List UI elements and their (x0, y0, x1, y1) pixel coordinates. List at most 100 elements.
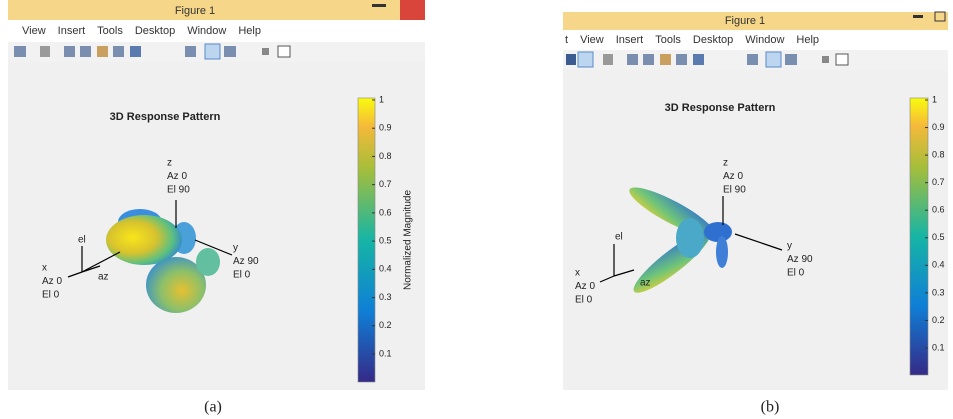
icon[interactable] (566, 54, 576, 65)
icon[interactable] (836, 54, 848, 65)
window-title: Figure 1 (725, 15, 765, 27)
colorbar-tick-label: 0.5 (379, 235, 392, 245)
colorbar-tick-label: 0.2 (379, 320, 392, 330)
icon[interactable] (224, 46, 236, 57)
lobe (676, 218, 704, 258)
menu-item[interactable]: Insert (58, 25, 86, 37)
icon[interactable] (64, 46, 75, 57)
screenshot: Figure 1 View Insert Tools Desktop Window Help… (0, 0, 953, 419)
menu-item[interactable]: Insert (616, 34, 644, 46)
axis-label: El 90 (723, 185, 746, 196)
axis-label: az (640, 278, 651, 289)
colorbar-tick-label: 0.1 (379, 348, 392, 358)
colorbar-label: Normalized Magnitude (403, 190, 414, 290)
icon[interactable] (766, 52, 781, 67)
icon[interactable] (747, 54, 758, 65)
colorbar-tick-label: 0.1 (932, 342, 945, 352)
axis-label: Az 0 (167, 171, 187, 182)
window-a (8, 0, 425, 390)
axis-label: z (167, 158, 172, 169)
window-title: Figure 1 (175, 5, 215, 17)
axis-label: Az 0 (723, 171, 743, 182)
icon[interactable] (130, 46, 141, 57)
axis-label: Az 0 (42, 276, 62, 287)
colorbar-tick-label: 0.6 (379, 207, 392, 217)
colorbar-tick-label: 0.8 (379, 151, 392, 161)
axis-label: Az 90 (787, 254, 813, 265)
icon[interactable] (40, 46, 50, 57)
icon[interactable] (205, 44, 220, 59)
colorbar-tick-label: 1 (379, 94, 384, 104)
menu-item[interactable]: Desktop (693, 34, 733, 46)
icon[interactable] (785, 54, 797, 65)
icon[interactable] (14, 46, 26, 57)
colorbar-tick-label: 0.8 (932, 149, 945, 159)
axis-label: El 90 (167, 185, 190, 196)
plot-title: 3D Response Pattern (665, 102, 776, 114)
colorbar-tick-label: 0.6 (932, 205, 945, 215)
menu-item[interactable]: View (22, 25, 46, 37)
axis-label: Az 90 (233, 256, 259, 267)
title-bar (8, 0, 425, 20)
axis-label: y (787, 241, 792, 252)
minimize[interactable] (913, 15, 923, 18)
icon[interactable] (627, 54, 638, 65)
icon[interactable] (693, 54, 704, 65)
axis-label: az (98, 272, 109, 283)
menu-item[interactable]: Window (187, 25, 226, 37)
colorbar (910, 98, 928, 375)
icon[interactable] (643, 54, 654, 65)
lobe (704, 222, 732, 242)
axis-label: El 0 (787, 268, 805, 279)
menu-item[interactable]: t (565, 34, 568, 46)
colorbar-tick-label: 0.9 (379, 123, 392, 133)
axis-label: Az 0 (575, 281, 595, 292)
menu-item[interactable]: Desktop (135, 25, 175, 37)
icon[interactable] (603, 54, 613, 65)
axis-label: El 0 (233, 270, 251, 281)
menu-item[interactable]: View (580, 34, 604, 46)
colorbar-tick-label: 0.7 (932, 177, 945, 187)
icon[interactable] (278, 46, 290, 57)
menu-item[interactable]: Window (745, 34, 784, 46)
axis-label: El 0 (575, 295, 593, 306)
icon[interactable] (578, 52, 593, 67)
axis-label: z (723, 158, 728, 169)
colorbar-tick-label: 0.9 (932, 122, 945, 132)
lobe (716, 236, 728, 268)
window-b (563, 12, 948, 390)
axis-label: el (615, 232, 623, 243)
icon[interactable] (97, 46, 108, 57)
figure-area (563, 70, 948, 390)
icon[interactable] (80, 46, 91, 57)
icon[interactable] (262, 48, 269, 55)
axis-label: El 0 (42, 290, 60, 301)
minimize[interactable] (372, 4, 386, 7)
lobe (196, 248, 220, 276)
menu-item[interactable]: Tools (97, 25, 123, 37)
menu-item[interactable]: Help (238, 25, 261, 37)
icon[interactable] (676, 54, 687, 65)
icon[interactable] (185, 46, 196, 57)
colorbar-tick-label: 0.4 (379, 264, 392, 274)
axis-label: el (78, 235, 86, 246)
caption: (b) (761, 399, 780, 416)
menu-item[interactable]: Help (796, 34, 819, 46)
axis-label: x (42, 263, 47, 274)
close[interactable] (400, 0, 425, 20)
axis-label: x (575, 268, 580, 279)
colorbar-tick-label: 0.4 (932, 260, 945, 270)
menu-item[interactable]: Tools (655, 34, 681, 46)
colorbar (358, 98, 375, 382)
plot-title: 3D Response Pattern (110, 111, 221, 123)
axis-label: y (233, 243, 238, 254)
icon[interactable] (113, 46, 124, 57)
caption: (a) (204, 399, 222, 416)
icon[interactable] (822, 56, 829, 63)
colorbar-tick-label: 1 (932, 94, 937, 104)
icon[interactable] (660, 54, 671, 65)
colorbar-tick-label: 0.7 (379, 179, 392, 189)
colorbar-tick-label: 0.5 (932, 232, 945, 242)
colorbar-tick-label: 0.3 (932, 287, 945, 297)
lobe (106, 215, 182, 265)
